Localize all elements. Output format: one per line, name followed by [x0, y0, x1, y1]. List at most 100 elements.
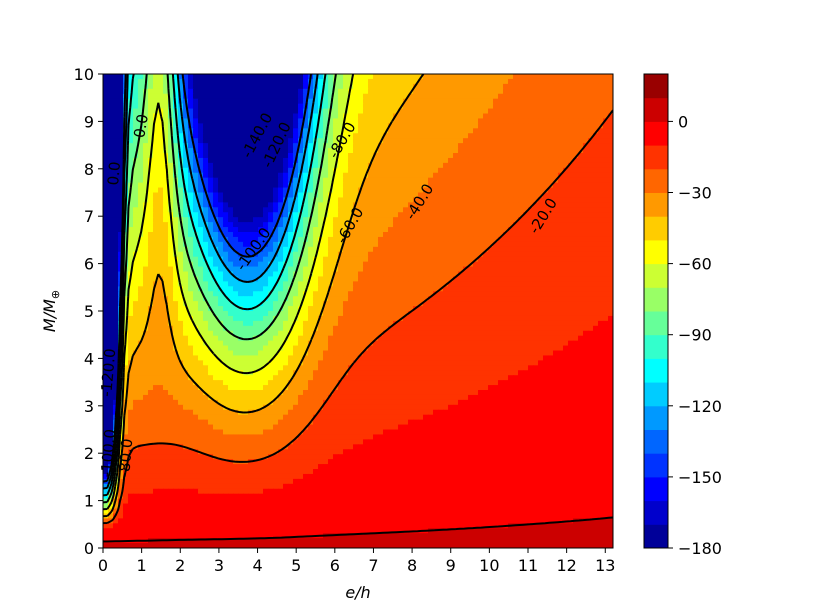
contour-band-cell	[398, 78, 404, 85]
contour-band-cell	[158, 227, 164, 233]
contour-band-cell	[528, 148, 534, 154]
contour-band-cell	[418, 187, 424, 194]
contour-band-cell	[368, 227, 374, 233]
contour-band-cell	[368, 241, 374, 248]
contour-band-cell	[188, 182, 194, 189]
contour-band-cell	[263, 227, 269, 233]
contour-band-cell	[203, 241, 209, 248]
contour-band-cell	[503, 251, 509, 258]
contour-band-cell	[118, 93, 124, 100]
contour-band-cell	[173, 296, 179, 302]
contour-band-cell	[113, 236, 119, 243]
contour-band-cell	[578, 227, 584, 233]
contour-band-cell	[318, 251, 324, 258]
contour-band-cell	[218, 232, 224, 238]
contour-band-cell	[333, 133, 339, 139]
contour-band-cell	[373, 78, 379, 85]
contour-band-cell	[593, 197, 599, 203]
contour-band-cell	[428, 227, 434, 233]
contour-band-cell	[508, 83, 514, 90]
contour-band-cell	[513, 266, 519, 273]
contour-band-cell	[213, 236, 219, 243]
contour-band-cell	[518, 306, 524, 312]
contour-band-cell	[278, 74, 284, 80]
contour-band-cell	[138, 98, 144, 105]
contour-band-cell	[398, 148, 404, 154]
contour-band-cell	[503, 133, 509, 139]
contour-band-cell	[198, 118, 204, 124]
contour-band-cell	[498, 256, 504, 263]
contour-band-cell	[188, 192, 194, 199]
contour-band-cell	[398, 232, 404, 238]
contour-band-cell	[228, 143, 234, 149]
contour-band-cell	[593, 306, 599, 312]
contour-band-cell	[553, 261, 559, 268]
contour-band-cell	[443, 251, 449, 258]
contour-band-cell	[248, 123, 254, 129]
contour-band-cell	[398, 227, 404, 233]
contour-band-cell	[158, 286, 164, 292]
contour-band-cell	[133, 281, 139, 287]
contour-band-cell	[368, 311, 374, 317]
contour-band-cell	[108, 241, 114, 248]
contour-band-cell	[358, 108, 364, 115]
contour-band-cell	[133, 217, 139, 223]
contour-band-cell	[213, 138, 219, 144]
contour-band-cell	[248, 74, 254, 80]
contour-band-cell	[518, 286, 524, 292]
contour-band-cell	[568, 276, 574, 282]
contour-band-cell	[288, 98, 294, 105]
contour-band-cell	[188, 113, 194, 120]
contour-band-cell	[483, 182, 489, 189]
contour-band-cell	[128, 246, 134, 253]
contour-band-cell	[543, 202, 549, 208]
contour-band-cell	[403, 167, 409, 174]
contour-band-cell	[113, 103, 119, 110]
contour-band-cell	[393, 187, 399, 194]
contour-band-cell	[103, 266, 109, 273]
contour-band-cell	[148, 123, 154, 129]
contour-band-cell	[553, 266, 559, 273]
contour-band-cell	[108, 177, 114, 184]
contour-band-cell	[168, 306, 174, 312]
contour-band-cell	[383, 182, 389, 189]
contour-band-cell	[538, 167, 544, 174]
contour-band-cell	[443, 222, 449, 228]
contour-band-cell	[373, 256, 379, 263]
contour-band-cell	[523, 266, 529, 273]
contour-band-cell	[128, 251, 134, 258]
contour-band-cell	[148, 217, 154, 223]
contour-band-cell	[218, 291, 224, 297]
contour-band-cell	[328, 182, 334, 189]
contour-band-cell	[453, 261, 459, 268]
contour-band-cell	[508, 162, 514, 169]
contour-band-cell	[513, 227, 519, 233]
contour-band-cell	[243, 88, 249, 95]
contour-band-cell	[498, 266, 504, 273]
contour-band-cell	[493, 123, 499, 129]
contour-band-cell	[548, 202, 554, 208]
contour-band-cell	[463, 78, 469, 85]
contour-band-cell	[523, 296, 529, 302]
contour-band-cell	[378, 241, 384, 248]
contour-band-cell	[583, 241, 589, 248]
contour-band-cell	[353, 192, 359, 199]
contour-band-cell	[548, 266, 554, 273]
contour-band-cell	[293, 98, 299, 105]
contour-band-cell	[318, 296, 324, 302]
contour-band-cell	[438, 207, 444, 213]
contour-band-cell	[188, 83, 194, 90]
contour-band-cell	[358, 227, 364, 233]
contour-band-cell	[133, 78, 139, 85]
contour-band-cell	[468, 133, 474, 139]
contour-band-cell	[603, 128, 609, 134]
contour-band-cell	[568, 167, 574, 174]
contour-band-cell	[468, 227, 474, 233]
contour-band-cell	[188, 306, 194, 312]
contour-band-cell	[303, 227, 309, 233]
contour-band-cell	[123, 301, 129, 307]
contour-band-cell	[433, 251, 439, 258]
contour-band-cell	[503, 232, 509, 238]
contour-band-cell	[118, 143, 124, 149]
contour-band-cell	[243, 207, 249, 213]
